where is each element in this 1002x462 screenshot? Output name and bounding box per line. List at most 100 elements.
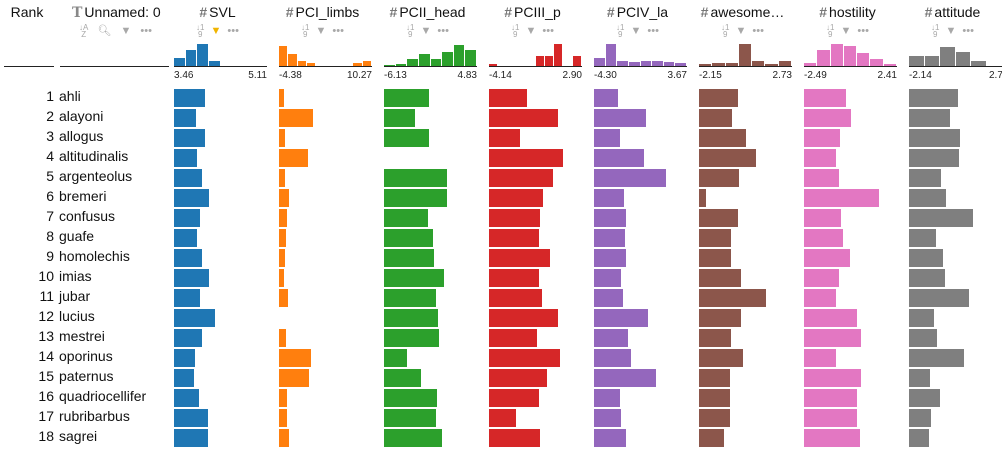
value-bar-awesome[interactable] (699, 429, 724, 447)
value-bar-PCIV_la[interactable] (594, 169, 666, 187)
value-bar-PCIV_la[interactable] (594, 269, 621, 287)
value-bar-attitude[interactable] (909, 249, 944, 267)
value-bar-PCIV_la[interactable] (594, 229, 626, 247)
value-bar-PCII_head[interactable] (384, 169, 447, 187)
value-bar-hostility[interactable] (804, 329, 862, 347)
value-bar-awesome[interactable] (699, 269, 741, 287)
value-bar-attitude[interactable] (909, 269, 946, 287)
value-bar-hostility[interactable] (804, 109, 851, 127)
sort-numeric-icon[interactable]: ↓1 9 (931, 23, 940, 39)
sort-numeric-icon[interactable]: ↓1 9 (196, 23, 205, 39)
value-bar-PCII_head[interactable] (384, 109, 415, 127)
value-bar-PCI_limbs[interactable] (279, 249, 286, 267)
filter-icon[interactable]: ▼ (630, 24, 642, 37)
value-bar-PCIII_p[interactable] (489, 409, 517, 427)
value-bar-SVL[interactable] (174, 349, 196, 367)
value-bar-awesome[interactable] (699, 409, 730, 427)
value-bar-awesome[interactable] (699, 129, 746, 147)
filter-icon[interactable]: ▼ (120, 25, 132, 37)
value-bar-attitude[interactable] (909, 189, 946, 207)
value-bar-PCIV_la[interactable] (594, 309, 649, 327)
value-bar-SVL[interactable] (174, 209, 201, 227)
value-bar-PCIII_p[interactable] (489, 429, 540, 447)
value-bar-awesome[interactable] (699, 89, 738, 107)
value-bar-PCIII_p[interactable] (489, 189, 543, 207)
value-bar-SVL[interactable] (174, 189, 209, 207)
value-bar-PCI_limbs[interactable] (279, 269, 285, 287)
value-bar-PCII_head[interactable] (384, 389, 437, 407)
more-icon[interactable]: ••• (962, 24, 974, 37)
name-column-header[interactable]: T Unnamed: 0 ↓A Z 🔍︎ ▼ ••• (60, 0, 170, 70)
value-bar-hostility[interactable] (804, 389, 858, 407)
value-bar-PCIV_la[interactable] (594, 389, 621, 407)
value-bar-awesome[interactable] (699, 209, 739, 227)
value-bar-awesome[interactable] (699, 109, 733, 127)
value-bar-hostility[interactable] (804, 189, 880, 207)
value-bar-PCIII_p[interactable] (489, 129, 520, 147)
value-bar-PCII_head[interactable] (384, 409, 436, 427)
value-bar-SVL[interactable] (174, 429, 208, 447)
value-bar-attitude[interactable] (909, 409, 932, 427)
value-bar-PCII_head[interactable] (384, 289, 436, 307)
value-bar-PCIV_la[interactable] (594, 109, 646, 127)
value-bar-PCIII_p[interactable] (489, 329, 537, 347)
value-bar-awesome[interactable] (699, 229, 732, 247)
value-bar-PCIII_p[interactable] (489, 229, 540, 247)
value-bar-PCIV_la[interactable] (594, 189, 625, 207)
filter-icon[interactable]: ▼ (525, 24, 537, 37)
value-bar-SVL[interactable] (174, 289, 201, 307)
value-bar-PCII_head[interactable] (384, 269, 444, 287)
value-bar-awesome[interactable] (699, 289, 766, 307)
value-bar-attitude[interactable] (909, 309, 935, 327)
value-bar-PCI_limbs[interactable] (279, 189, 290, 207)
value-bar-hostility[interactable] (804, 429, 860, 447)
value-bar-SVL[interactable] (174, 389, 199, 407)
value-bar-awesome[interactable] (699, 309, 741, 327)
value-bar-SVL[interactable] (174, 169, 203, 187)
more-icon[interactable]: ••• (647, 24, 659, 37)
value-bar-attitude[interactable] (909, 289, 970, 307)
value-bar-PCI_limbs[interactable] (279, 389, 287, 407)
value-bar-hostility[interactable] (804, 349, 836, 367)
value-bar-awesome[interactable] (699, 349, 743, 367)
sort-numeric-icon[interactable]: ↓1 9 (301, 23, 310, 39)
sort-alpha-icon[interactable]: ↓A Z (79, 23, 89, 40)
sort-numeric-icon[interactable]: ↓1 9 (826, 23, 835, 39)
value-bar-hostility[interactable] (804, 149, 836, 167)
value-bar-PCI_limbs[interactable] (279, 289, 288, 307)
value-bar-SVL[interactable] (174, 109, 196, 127)
value-bar-hostility[interactable] (804, 209, 841, 227)
more-icon[interactable]: ••• (542, 24, 554, 37)
value-bar-SVL[interactable] (174, 89, 205, 107)
value-bar-SVL[interactable] (174, 249, 202, 267)
column-header-attitude[interactable]: # attitude ↓1 9 ▼ ••• (903, 0, 1002, 70)
value-bar-SVL[interactable] (174, 409, 208, 427)
filter-icon[interactable]: ▼ (210, 24, 222, 37)
value-bar-PCII_head[interactable] (384, 329, 440, 347)
value-bar-PCII_head[interactable] (384, 309, 439, 327)
value-bar-PCII_head[interactable] (384, 369, 422, 387)
column-header-hostility[interactable]: # hostility ↓1 9 ▼ ••• (798, 0, 897, 70)
value-bar-PCII_head[interactable] (384, 189, 447, 207)
value-bar-hostility[interactable] (804, 409, 858, 427)
value-bar-hostility[interactable] (804, 369, 862, 387)
more-icon[interactable]: ••• (332, 24, 344, 37)
value-bar-PCII_head[interactable] (384, 229, 433, 247)
value-bar-SVL[interactable] (174, 309, 215, 327)
value-bar-PCIII_p[interactable] (489, 349, 560, 367)
value-bar-PCI_limbs[interactable] (279, 89, 285, 107)
value-bar-SVL[interactable] (174, 149, 197, 167)
value-bar-PCI_limbs[interactable] (279, 109, 313, 127)
value-bar-awesome[interactable] (699, 189, 706, 207)
value-bar-PCI_limbs[interactable] (279, 409, 288, 427)
value-bar-PCI_limbs[interactable] (279, 169, 285, 187)
column-header-PCIV_la[interactable]: # PCIV_la ↓1 9 ▼ ••• (588, 0, 687, 70)
value-bar-PCIII_p[interactable] (489, 89, 528, 107)
value-bar-PCIV_la[interactable] (594, 409, 621, 427)
value-bar-PCI_limbs[interactable] (279, 329, 287, 347)
value-bar-PCI_limbs[interactable] (279, 369, 310, 387)
search-icon[interactable]: 🔍︎ (97, 25, 112, 37)
value-bar-awesome[interactable] (699, 149, 757, 167)
value-bar-PCIII_p[interactable] (489, 369, 547, 387)
value-bar-hostility[interactable] (804, 289, 837, 307)
